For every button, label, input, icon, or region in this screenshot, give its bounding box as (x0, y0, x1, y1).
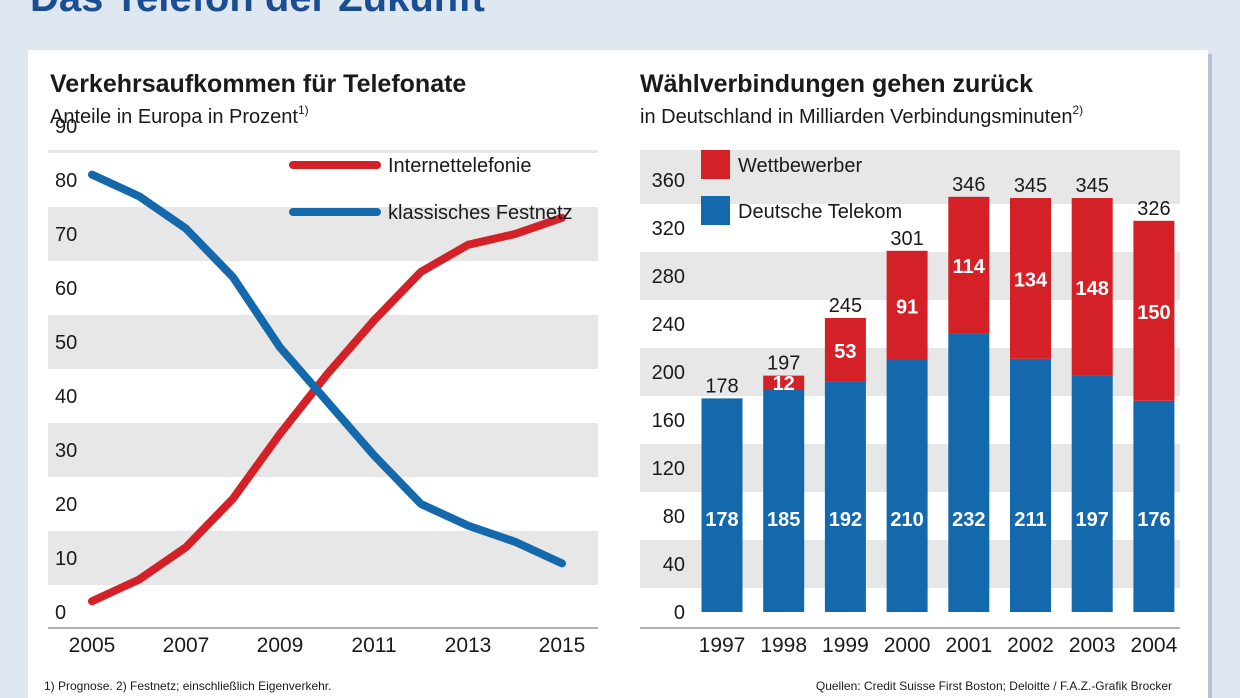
legend-label: klassisches Festnetz (388, 202, 573, 224)
bar-total-label: 301 (890, 228, 923, 250)
grid-band (48, 315, 598, 369)
grid-band (48, 150, 598, 153)
y-tick-label: 90 (55, 116, 77, 138)
y-tick-label: 70 (55, 224, 77, 246)
y-tick-label: 50 (55, 332, 77, 354)
bar-wettbewerber (1071, 198, 1113, 376)
y-tick-label: 240 (652, 314, 685, 336)
line-chart-subtitle: Anteile in Europa in Prozent1) (50, 103, 309, 128)
bar-wettbewerber (948, 196, 990, 334)
source-note: Quellen: Credit Suisse First Boston; Del… (816, 679, 1172, 693)
bar-deutsche-telekom (701, 398, 743, 612)
line-chart-title: Verkehrsaufkommen für Telefonate (50, 70, 466, 98)
line-chart: 0 10 20 30 40 50 60 70 80 90 2005 2007 2009 2011 2013 2… (48, 116, 598, 657)
legend-swatch (701, 196, 730, 225)
bar-value-label: 178 (705, 509, 738, 531)
footnote: 1) Prognose. 2) Festnetz; einschließlich… (44, 679, 331, 693)
y-tick-label: 0 (674, 602, 685, 624)
bar-deutsche-telekom (1133, 400, 1175, 612)
bar-deutsche-telekom (948, 333, 990, 612)
bar-total-label: 197 (767, 353, 800, 375)
bar-deutsche-telekom (886, 360, 928, 612)
bar-value-label: 12 (773, 373, 795, 395)
x-tick-label: 1998 (760, 634, 807, 657)
bar-value-label: 176 (1137, 509, 1170, 531)
legend-label: Deutsche Telekom (738, 201, 902, 223)
bar-total-label: 178 (705, 375, 738, 397)
bar-total-label: 346 (952, 174, 985, 196)
x-tick-label: 1999 (822, 634, 869, 657)
bar-value-label: 91 (896, 296, 918, 318)
x-tick-label: 2005 (69, 634, 116, 657)
bar-chart-subtitle: in Deutschland in Milliarden Verbindungs… (640, 103, 1083, 128)
bar-wettbewerber (763, 375, 805, 390)
x-tick-label: 2002 (1007, 634, 1054, 657)
y-tick-label: 80 (55, 170, 77, 192)
bar-deutsche-telekom (1010, 358, 1051, 612)
bar-deutsche-telekom (1071, 375, 1113, 612)
y-tick-label: 10 (55, 548, 77, 570)
y-tick-label: 120 (652, 458, 685, 480)
x-tick-label: 2013 (445, 634, 492, 657)
bar-wettbewerber (886, 250, 928, 360)
x-tick-label: 2011 (351, 634, 396, 657)
page-headline: Das Telefon der Zukunft (30, 0, 485, 21)
x-tick-label: 2000 (884, 634, 931, 657)
bar-deutsche-telekom (763, 390, 805, 612)
x-tick-label: 2009 (257, 634, 304, 657)
bar-chart: 0 40 80 120 160 200 240 280 320 360 178 178 1997 185 1… (640, 150, 1180, 657)
y-tick-label: 320 (652, 218, 685, 240)
bar-value-label: 192 (829, 509, 862, 531)
bar-total-label: 345 (1076, 175, 1109, 197)
bar-value-label: 232 (952, 509, 985, 531)
x-tick-label: 2004 (1131, 634, 1178, 657)
x-tick-label: 2003 (1069, 634, 1116, 657)
legend-label: Internettelefonie (388, 155, 531, 177)
bar-chart-subtitle-sup: 2) (1072, 103, 1083, 117)
bar-value-label: 197 (1076, 509, 1109, 531)
line-chart-subtitle-sup: 1) (298, 103, 309, 117)
bar-value-label: 53 (834, 341, 856, 363)
series-line-festnetz (88, 170, 566, 568)
legend-label: Wettbewerber (738, 155, 862, 177)
bar-value-label: 185 (767, 509, 800, 531)
y-tick-label: 360 (652, 170, 685, 192)
bar-value-label: 210 (890, 509, 923, 531)
y-tick-label: 60 (55, 278, 77, 300)
y-tick-label: 30 (55, 440, 77, 462)
bar-deutsche-telekom (824, 381, 866, 612)
x-tick-label: 2001 (945, 634, 992, 657)
line-chart-subtitle-text: Anteile in Europa in Prozent (50, 106, 298, 128)
bar-chart-title: Wählverbindungen gehen zurück (640, 70, 1033, 98)
bar-chart-subtitle-text: in Deutschland in Milliarden Verbindungs… (640, 106, 1072, 128)
y-tick-label: 200 (652, 362, 685, 384)
bar-wettbewerber (1010, 198, 1051, 359)
bar-wettbewerber (824, 318, 866, 382)
bar-total-label: 245 (829, 295, 862, 317)
bar-total-label: 326 (1137, 198, 1170, 220)
series-line-internettelefonie (88, 213, 566, 606)
y-tick-label: 80 (663, 506, 685, 528)
bar-value-label: 134 (1014, 269, 1048, 291)
bar-wettbewerber (1133, 220, 1175, 401)
y-tick-label: 40 (55, 386, 77, 408)
x-tick-label: 2007 (163, 634, 210, 657)
grid-band (48, 423, 598, 477)
x-tick-label: 1997 (699, 634, 746, 657)
bar-value-label: 211 (1014, 509, 1046, 531)
y-tick-label: 280 (652, 266, 685, 288)
bar-value-label: 114 (953, 256, 986, 278)
y-tick-label: 40 (663, 554, 685, 576)
y-tick-label: 20 (55, 494, 77, 516)
y-tick-label: 0 (55, 602, 66, 624)
legend-swatch (701, 150, 730, 179)
x-tick-label: 2015 (539, 634, 586, 657)
bar-value-label: 148 (1076, 278, 1109, 300)
y-tick-label: 160 (652, 410, 685, 432)
bar-value-label: 150 (1137, 302, 1170, 324)
bar-total-label: 345 (1014, 175, 1047, 197)
